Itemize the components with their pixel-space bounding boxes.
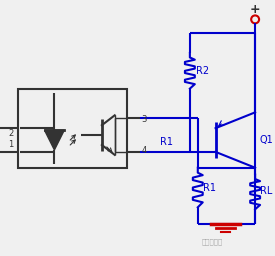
- Text: 硬件攻城师: 硬件攻城师: [202, 239, 223, 245]
- Text: +: +: [250, 3, 260, 16]
- Text: R1: R1: [203, 183, 216, 193]
- Text: RL: RL: [260, 186, 273, 196]
- Bar: [18, 89, 126, 168]
- Text: 1: 1: [8, 140, 13, 149]
- Text: R2: R2: [196, 66, 209, 76]
- Text: 3: 3: [141, 115, 147, 124]
- Text: 4: 4: [141, 146, 147, 155]
- Polygon shape: [45, 130, 64, 150]
- Text: 2: 2: [8, 129, 13, 138]
- Text: R1: R1: [160, 137, 173, 147]
- Text: Q1: Q1: [259, 135, 273, 145]
